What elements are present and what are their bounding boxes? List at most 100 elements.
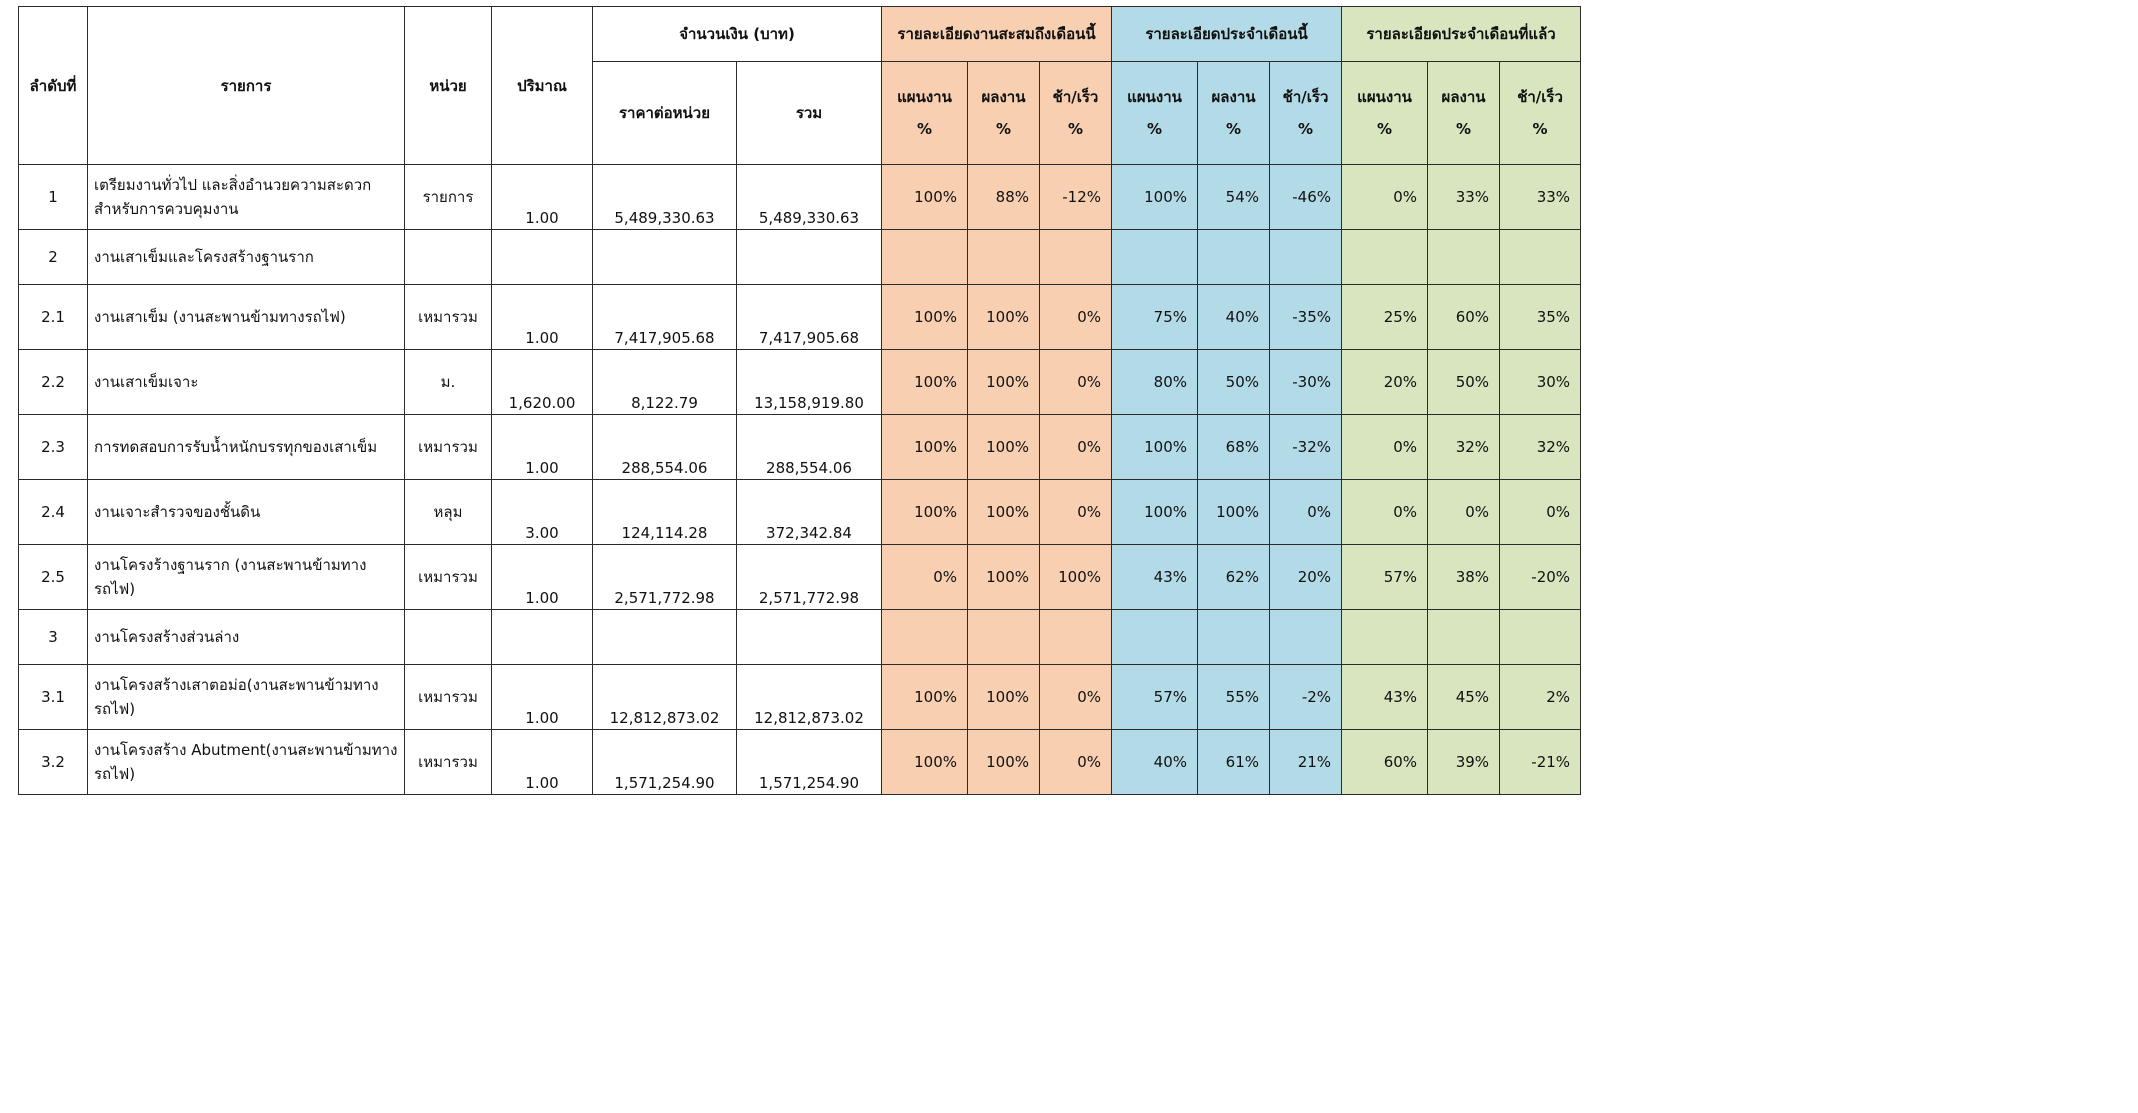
cell-prev-variance: 35% bbox=[1499, 284, 1582, 350]
header-order: ลำดับที่ bbox=[18, 6, 88, 165]
header-cur-plan: แผนงาน% bbox=[1111, 61, 1199, 165]
cell-prev-result: 39% bbox=[1427, 729, 1501, 795]
cell-cur-result: 55% bbox=[1197, 664, 1271, 730]
cell-cum-result: 100% bbox=[967, 664, 1040, 730]
cell-order: 3.2 bbox=[18, 729, 88, 795]
cell-item: เตรียมงานทั่วไป และสิ่งอำนวยความสะดวกสำห… bbox=[87, 164, 405, 230]
cell-cum-result: 100% bbox=[967, 349, 1040, 415]
cell-unit-price: 1,571,254.90 bbox=[592, 729, 737, 795]
cell-prev-result: 45% bbox=[1427, 664, 1501, 730]
cell-prev-variance bbox=[1499, 609, 1582, 665]
cell-total: 1,571,254.90 bbox=[736, 729, 882, 795]
cell-quantity: 1.00 bbox=[491, 544, 593, 610]
table-row: 3.1 งานโครงสร้างเสาตอม่อ(งานสะพานข้ามทางร… bbox=[18, 664, 1582, 730]
header-prev-variance: ช้า/เร็ว% bbox=[1499, 61, 1582, 165]
header-cumulative-group: รายละเอียดงานสะสมถึงเดือนนี้ bbox=[880, 6, 1113, 62]
cell-cur-variance: -46% bbox=[1269, 164, 1343, 230]
cell-prev-variance: -21% bbox=[1499, 729, 1582, 795]
table-row: 2.2 งานเสาเข็มเจาะ ม. 1,620.00 8,122.79 13,15… bbox=[18, 349, 1582, 415]
cell-item: งานเสาเข็มและโครงสร้างฐานราก bbox=[87, 229, 405, 285]
cell-unit: เหมารวม bbox=[404, 729, 492, 795]
cell-cum-plan: 100% bbox=[881, 664, 968, 730]
cell-unit bbox=[404, 229, 492, 285]
header-last-month-group: รายละเอียดประจำเดือนที่แล้ว bbox=[1341, 6, 1582, 62]
cell-cur-plan: 75% bbox=[1111, 284, 1199, 350]
cell-quantity bbox=[491, 609, 593, 665]
cell-cum-variance: 0% bbox=[1038, 664, 1113, 730]
table-row: 2.4 งานเจาะสำรวจของชั้นดิน หลุม 3.00 124,114… bbox=[18, 479, 1582, 545]
cell-prev-variance bbox=[1499, 229, 1582, 285]
cell-unit-price: 8,122.79 bbox=[592, 349, 737, 415]
table-row: 2 งานเสาเข็มและโครงสร้างฐานราก bbox=[18, 229, 1582, 285]
cell-unit-price: 5,489,330.63 bbox=[592, 164, 737, 230]
cell-cur-variance bbox=[1269, 609, 1343, 665]
cell-unit-price: 124,114.28 bbox=[592, 479, 737, 545]
cell-total bbox=[736, 229, 882, 285]
cell-item: งานเสาเข็มเจาะ bbox=[87, 349, 405, 415]
cell-total: 13,158,919.80 bbox=[736, 349, 882, 415]
cell-cur-result: 54% bbox=[1197, 164, 1271, 230]
header-item: รายการ bbox=[87, 6, 405, 165]
cell-order: 2.2 bbox=[18, 349, 88, 415]
cell-quantity: 1.00 bbox=[491, 284, 593, 350]
cell-item: การทดสอบการรับน้ำหนักบรรทุกของเสาเข็ม bbox=[87, 414, 405, 480]
cell-cum-plan: 100% bbox=[881, 729, 968, 795]
cell-cum-plan: 0% bbox=[881, 544, 968, 610]
cell-cur-plan bbox=[1111, 229, 1199, 285]
cell-quantity: 1.00 bbox=[491, 729, 593, 795]
cell-cum-variance: 0% bbox=[1038, 729, 1113, 795]
cell-unit: เหมารวม bbox=[404, 544, 492, 610]
cell-cur-result: 50% bbox=[1197, 349, 1271, 415]
cell-cum-plan: 100% bbox=[881, 284, 968, 350]
cell-prev-result: 33% bbox=[1427, 164, 1501, 230]
cell-prev-plan: 43% bbox=[1341, 664, 1429, 730]
cell-cur-result: 100% bbox=[1197, 479, 1271, 545]
cell-order: 1 bbox=[18, 164, 88, 230]
cell-cur-plan: 100% bbox=[1111, 414, 1199, 480]
cell-total: 372,342.84 bbox=[736, 479, 882, 545]
cell-cur-variance: -2% bbox=[1269, 664, 1343, 730]
cell-unit-price: 12,812,873.02 bbox=[592, 664, 737, 730]
cell-cum-result: 100% bbox=[967, 479, 1040, 545]
cell-unit: เหมารวม bbox=[404, 284, 492, 350]
cell-cum-variance: 0% bbox=[1038, 479, 1113, 545]
cell-cur-plan bbox=[1111, 609, 1199, 665]
header-cum-result: ผลงาน% bbox=[967, 61, 1040, 165]
cell-total: 7,417,905.68 bbox=[736, 284, 882, 350]
cell-prev-plan: 0% bbox=[1341, 164, 1429, 230]
cell-unit bbox=[404, 609, 492, 665]
header-cur-result: ผลงาน% bbox=[1197, 61, 1271, 165]
header-cur-variance: ช้า/เร็ว% bbox=[1269, 61, 1343, 165]
cell-cur-variance: -35% bbox=[1269, 284, 1343, 350]
cell-cur-variance: 20% bbox=[1269, 544, 1343, 610]
cell-order: 2.1 bbox=[18, 284, 88, 350]
cell-item: งานโครงสร้าง Abutment(งานสะพานข้ามทางรถไ… bbox=[87, 729, 405, 795]
cell-cum-result: 100% bbox=[967, 414, 1040, 480]
cell-order: 2.5 bbox=[18, 544, 88, 610]
cell-cur-plan: 43% bbox=[1111, 544, 1199, 610]
header-cum-variance: ช้า/เร็ว% bbox=[1038, 61, 1113, 165]
cell-prev-result: 38% bbox=[1427, 544, 1501, 610]
cell-cum-result bbox=[967, 229, 1040, 285]
cell-cum-variance: -12% bbox=[1038, 164, 1113, 230]
cell-order: 3.1 bbox=[18, 664, 88, 730]
cell-quantity: 1.00 bbox=[491, 414, 593, 480]
cell-total bbox=[736, 609, 882, 665]
cell-cum-variance: 0% bbox=[1038, 349, 1113, 415]
cell-cum-plan bbox=[881, 229, 968, 285]
cell-cur-result bbox=[1197, 229, 1271, 285]
cell-quantity: 3.00 bbox=[491, 479, 593, 545]
cell-cur-result: 40% bbox=[1197, 284, 1271, 350]
cell-order: 2.4 bbox=[18, 479, 88, 545]
cell-unit: รายการ bbox=[404, 164, 492, 230]
cell-prev-plan: 25% bbox=[1341, 284, 1429, 350]
cell-unit-price bbox=[592, 609, 737, 665]
cell-prev-plan bbox=[1341, 609, 1429, 665]
cell-prev-variance: 30% bbox=[1499, 349, 1582, 415]
cell-prev-plan: 20% bbox=[1341, 349, 1429, 415]
cell-total: 288,554.06 bbox=[736, 414, 882, 480]
header-this-month-group: รายละเอียดประจำเดือนนี้ bbox=[1111, 6, 1343, 62]
cell-order: 3 bbox=[18, 609, 88, 665]
table-row: 3 งานโครงสร้างส่วนล่าง bbox=[18, 609, 1582, 665]
cell-quantity: 1,620.00 bbox=[491, 349, 593, 415]
